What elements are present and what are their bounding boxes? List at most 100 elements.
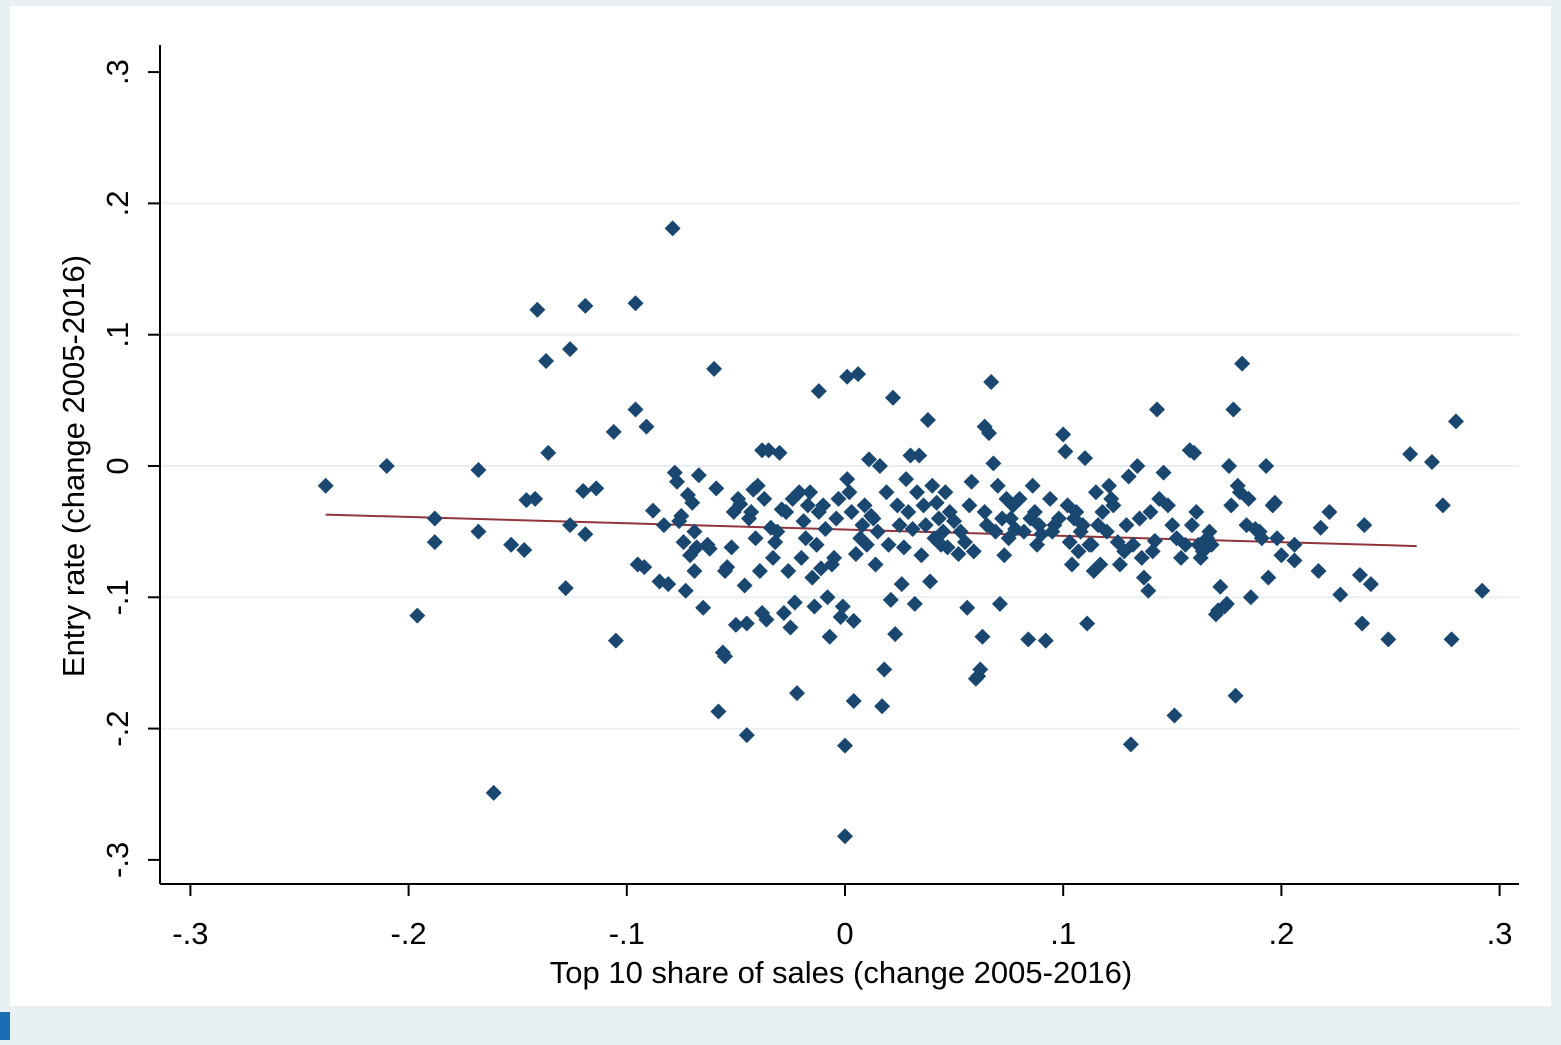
data-point: [799, 497, 816, 514]
data-point: [317, 477, 334, 494]
data-point: [991, 595, 1008, 612]
corner-accent: [0, 1012, 10, 1040]
data-point: [924, 477, 941, 494]
data-point: [1020, 631, 1037, 648]
data-point: [1351, 566, 1368, 583]
data-point: [736, 577, 753, 594]
data-point: [688, 539, 705, 556]
data-point: [856, 497, 873, 514]
data-point: [527, 490, 544, 507]
data-point: [1015, 523, 1032, 540]
x-axis-title: Top 10 share of sales (change 2005-2016): [550, 955, 1133, 990]
data-point: [710, 703, 727, 720]
data-point: [972, 661, 989, 678]
data-point: [937, 484, 954, 501]
y-tick-label: 0: [100, 457, 135, 474]
data-points: [317, 220, 1491, 845]
data-point: [981, 425, 998, 442]
data-point: [1177, 536, 1194, 553]
data-point: [867, 556, 884, 573]
data-point: [775, 605, 792, 622]
data-point: [906, 595, 923, 612]
y-tick-label: .2: [100, 190, 135, 216]
data-point: [795, 513, 812, 530]
data-point: [1129, 458, 1146, 474]
data-point: [974, 628, 991, 645]
data-point: [834, 598, 851, 615]
data-point: [983, 373, 1000, 390]
data-point: [644, 502, 661, 519]
data-point: [1380, 631, 1397, 648]
data-point: [987, 523, 1004, 540]
data-point: [732, 496, 749, 513]
data-point: [1269, 530, 1286, 547]
data-point: [902, 447, 919, 464]
data-point: [909, 484, 926, 501]
data-point: [727, 616, 744, 633]
data-point: [1447, 413, 1464, 430]
data-point: [1024, 477, 1041, 494]
data-point: [1105, 497, 1122, 514]
y-tick-label: .3: [100, 59, 135, 85]
data-point: [540, 444, 557, 461]
data-point: [1201, 523, 1218, 540]
data-point: [1286, 536, 1303, 553]
data-point: [1218, 595, 1235, 612]
data-point: [1183, 517, 1200, 534]
data-point: [1266, 494, 1283, 511]
data-point: [1042, 490, 1059, 507]
data-point: [791, 484, 808, 501]
data-point: [1356, 517, 1373, 534]
data-point: [1026, 503, 1043, 520]
data-point: [588, 480, 605, 497]
data-point: [426, 534, 443, 551]
data-point: [1286, 552, 1303, 569]
data-point: [1131, 510, 1148, 527]
data-point: [767, 534, 784, 551]
data-point: [1321, 503, 1338, 520]
x-tick-label: 0: [836, 916, 853, 951]
data-point: [994, 510, 1011, 527]
data-point: [788, 685, 805, 702]
data-point: [764, 549, 781, 566]
data-point: [1225, 401, 1242, 418]
data-point: [861, 451, 878, 468]
data-point: [1037, 632, 1054, 649]
data-point: [882, 591, 899, 608]
data-point: [1135, 569, 1152, 586]
x-tick-label: .2: [1268, 916, 1294, 951]
y-axis-title: Entry rate (change 2005-2016): [56, 255, 91, 677]
data-point: [1111, 556, 1128, 573]
data-point: [686, 523, 703, 540]
data-point: [1068, 503, 1085, 520]
data-point: [911, 447, 928, 464]
data-point: [941, 503, 958, 520]
data-point: [1188, 503, 1205, 520]
data-point: [557, 580, 574, 597]
data-point: [819, 589, 836, 606]
data-point: [529, 301, 546, 318]
data-point: [1253, 530, 1270, 547]
data-point: [660, 576, 677, 593]
data-point: [939, 539, 956, 556]
data-point: [841, 484, 858, 501]
data-point: [889, 497, 906, 514]
data-point: [1070, 543, 1087, 560]
data-point: [562, 341, 579, 358]
data-point: [895, 539, 912, 556]
data-point: [749, 477, 766, 494]
data-point: [1354, 615, 1371, 632]
data-point: [1173, 549, 1190, 566]
data-point: [1443, 631, 1460, 648]
data-point: [1142, 503, 1159, 520]
data-point: [832, 608, 849, 625]
data-point: [946, 513, 963, 530]
data-point: [1362, 576, 1379, 593]
data-point: [1098, 523, 1115, 540]
data-point: [655, 517, 672, 534]
data-point: [1164, 517, 1181, 534]
data-point: [1074, 517, 1091, 534]
data-point: [751, 563, 768, 580]
data-point: [756, 490, 773, 507]
data-point: [996, 547, 1013, 564]
